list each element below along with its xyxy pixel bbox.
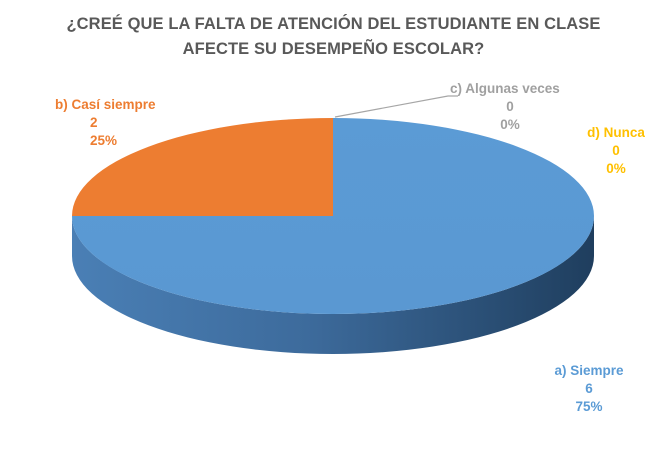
data-label-casi-siempre: b) Casí siempre 2 25% [55, 96, 156, 150]
label-percent: 0% [500, 117, 520, 132]
label-percent: 75% [575, 399, 603, 414]
label-name: c) Algunas veces [450, 81, 560, 96]
data-label-siempre: a) Siempre 6 75% [543, 362, 635, 416]
label-name: b) Casí siempre [55, 97, 156, 112]
leader-line-algunas-veces [334, 95, 458, 118]
pie-slice-1 [72, 118, 333, 216]
label-percent: 25% [90, 133, 118, 148]
chart-title-line-2: AFECTE SU DESEMPEÑO ESCOLAR? [182, 40, 485, 58]
label-value: 0 [612, 143, 620, 158]
label-value: 2 [90, 115, 98, 130]
label-value: 0 [506, 99, 514, 114]
chart-title-line-1: ¿CREÉ QUE LA FALTA DE ATENCIÓN DEL ESTUD… [66, 15, 601, 33]
chart-title: ¿CREÉ QUE LA FALTA DE ATENCIÓN DEL ESTUD… [0, 12, 667, 62]
label-name: a) Siempre [554, 363, 624, 378]
label-name: d) Nunca [587, 125, 645, 140]
data-label-algunas-veces: c) Algunas veces 0 0% [450, 80, 570, 134]
pie-side-0-0 [72, 216, 594, 354]
data-label-nunca: d) Nunca 0 0% [582, 124, 650, 178]
label-value: 6 [585, 381, 593, 396]
label-percent: 0% [606, 161, 626, 176]
